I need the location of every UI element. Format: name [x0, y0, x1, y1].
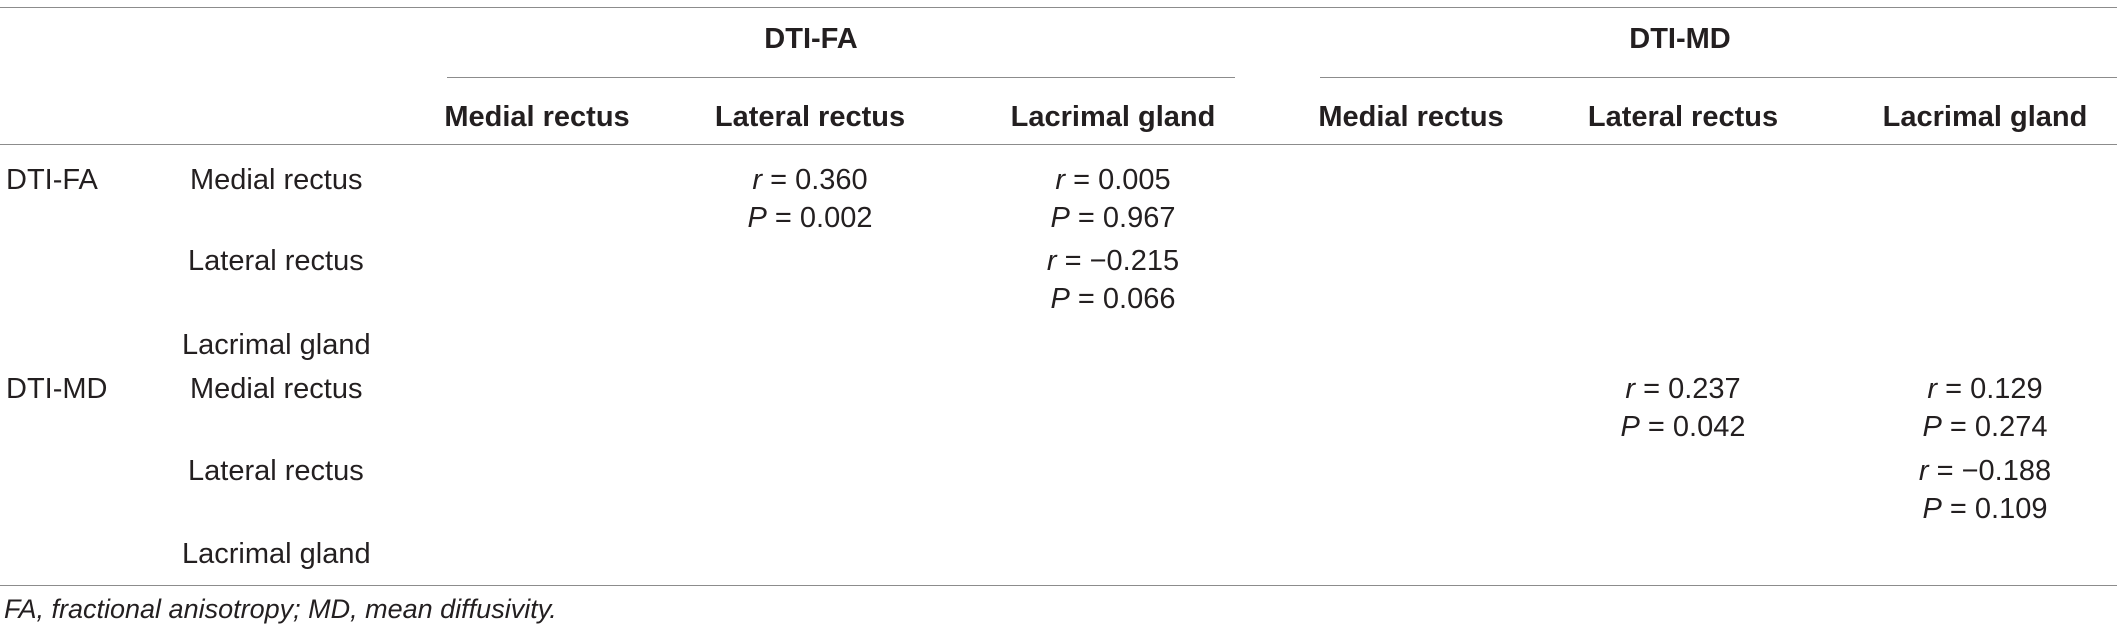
- column-header: Lacrimal gland: [1010, 101, 1216, 133]
- row-label: Lateral rectus: [188, 245, 364, 277]
- column-header: Medial rectus: [444, 101, 630, 133]
- column-header: Lacrimal gland: [1882, 101, 2088, 133]
- group-header-dti-fa: DTI-FA: [764, 23, 858, 55]
- table-cell: r = −0.215 P = 0.066: [1046, 245, 1180, 315]
- bottom-rule: [0, 585, 2117, 586]
- column-header: Lateral rectus: [714, 101, 906, 133]
- row-label: Lacrimal gland: [182, 329, 371, 361]
- row-label: Lateral rectus: [188, 455, 364, 487]
- table-cell: r = 0.005 P = 0.967: [1050, 164, 1176, 234]
- table-cell: r = 0.360 P = 0.002: [747, 164, 873, 234]
- row-group-label: DTI-MD: [6, 373, 108, 405]
- row-label: Lacrimal gland: [182, 538, 371, 570]
- group-header-dti-md: DTI-MD: [1629, 23, 1731, 55]
- table-cell: r = 0.237 P = 0.042: [1620, 373, 1746, 443]
- header-rule: [0, 144, 2117, 145]
- table-footnote: FA, fractional anisotropy; MD, mean diff…: [4, 594, 557, 624]
- column-header: Lateral rectus: [1587, 101, 1779, 133]
- table-cell: r = 0.129 P = 0.274: [1922, 373, 2048, 443]
- row-label: Medial rectus: [190, 373, 363, 405]
- column-header: Medial rectus: [1318, 101, 1504, 133]
- row-label: Medial rectus: [190, 164, 363, 196]
- top-rule: [0, 7, 2117, 8]
- row-group-label: DTI-FA: [6, 164, 98, 196]
- table-cell: r = −0.188 P = 0.109: [1918, 455, 2052, 525]
- dti-fa-group-rule: [447, 77, 1235, 78]
- dti-md-group-rule: [1320, 77, 2117, 78]
